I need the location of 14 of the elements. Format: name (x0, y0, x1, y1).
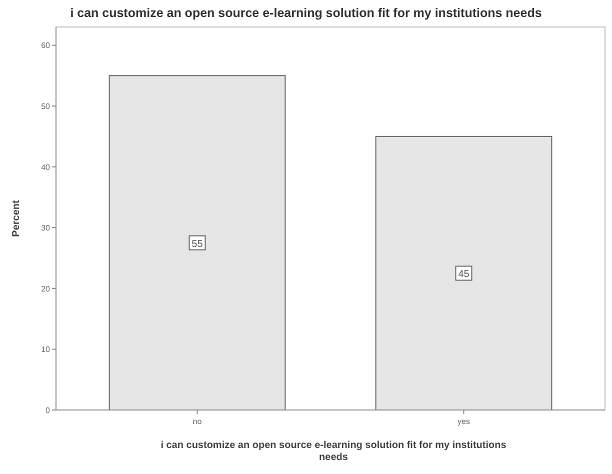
x-tick-label: no (192, 417, 202, 426)
x-tick-label: yes (458, 417, 470, 426)
y-tick-label: 20 (41, 284, 51, 294)
y-tick-label: 40 (41, 162, 51, 172)
y-tick-label: 0 (46, 406, 51, 415)
y-tick-label: 10 (41, 345, 51, 354)
y-tick-label: 30 (41, 224, 51, 233)
data-label: 45 (458, 269, 470, 280)
y-tick-label: 60 (41, 41, 51, 50)
y-axis-title: Percent (11, 199, 22, 237)
data-label: 55 (192, 238, 204, 250)
y-tick-label: 50 (41, 102, 51, 112)
x-axis-title: i can customize an open source e-learning solution fit for my institutions needs (160, 440, 507, 463)
chart-title: i can customize an open source e-learning solution fit for my institutions needs (70, 6, 542, 20)
